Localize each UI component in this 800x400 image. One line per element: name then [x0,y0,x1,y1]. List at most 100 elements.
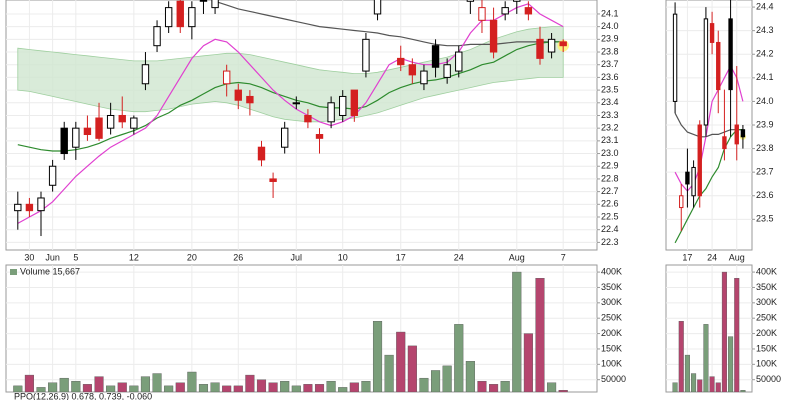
legend-swatch [10,269,17,275]
volume-bar [372,321,383,392]
candle-body [72,127,80,148]
volume-bar [728,336,734,392]
candle-body [48,165,57,186]
candle-body [559,41,567,47]
candle-body [246,95,254,104]
candle-body [327,102,335,123]
volume-bar [164,385,174,392]
volume-bar [512,271,522,392]
volume-bar [94,376,104,392]
panel-title: Volume 15,667 [20,266,80,276]
candle-body [234,89,242,101]
y-tick-label: 150K [601,343,622,353]
moving-average-line [17,41,564,152]
moving-average-line [674,129,743,244]
volume-bar [558,390,568,392]
candle-body [420,70,428,85]
candle-body [524,7,533,15]
candle-body [257,146,266,161]
candle-body [83,127,92,136]
volume-bar [547,382,557,392]
candle-body [501,7,509,15]
volume-bar [672,382,678,392]
y-tick-label: 250K [756,313,777,323]
volume-bar [465,361,475,392]
volume-bar [734,278,740,392]
volume-bar [396,331,406,392]
y-tick-label: 22.3 [601,237,619,247]
y-tick-label: 350K [601,282,622,292]
volume-bar [740,390,746,392]
candle-body [547,38,556,53]
volume-bar [106,385,116,392]
plot-area [6,265,597,392]
y-tick-label: 200K [756,328,777,338]
y-tick-label: 23.3 [601,110,619,120]
volume-bar [222,385,232,392]
candle-body [339,95,347,116]
candle-body [60,127,68,155]
volume-bar [684,354,690,392]
candle-body [281,127,289,148]
candle-body [304,114,312,123]
candle-body [443,64,451,78]
candle-body [709,23,715,43]
x-tick-label: 5 [73,252,78,262]
candle-body [269,178,277,182]
plot-area [666,0,752,250]
y-tick-label: 23.9 [756,119,774,129]
y-tick-label: 22.4 [601,224,619,234]
y-tick-label: 24.3 [756,25,774,35]
x-tick-label: 17 [682,252,692,262]
y-tick-label: 23.1 [601,135,619,145]
y-tick-label: 24.2 [756,49,774,59]
candle-body [106,114,115,129]
y-tick-label: 200K [601,328,622,338]
candle-body [734,124,739,145]
volume-bar [384,354,394,392]
candle-body [408,64,417,76]
candle-body [728,18,733,91]
volume-bar [535,278,545,392]
volume-bar [187,371,197,392]
volume-bar [715,382,721,392]
x-tick-label: 17 [396,252,406,262]
x-tick-label: 10 [338,252,348,262]
volume-bar [291,385,301,392]
volume-bar [691,373,697,392]
x-tick-label: Aug [729,252,745,262]
volume-bar [117,382,127,392]
y-tick-label: 24.1 [601,8,619,18]
volume-bar [361,381,371,392]
candle-body [164,7,173,28]
candle-body [292,102,300,105]
volume-bar [303,384,313,392]
candle-body [130,117,138,129]
y-tick-label: 23.6 [601,72,619,82]
volume-bar [454,324,464,392]
y-tick-label: 23.8 [601,46,619,56]
volume-bar [233,385,243,392]
candle-body [703,18,709,126]
candle-body [373,0,382,15]
volume-bar [477,381,487,392]
candle-body [141,64,150,85]
y-tick-label: 23.4 [601,97,619,107]
volume-bar [82,384,92,392]
volume-bar [489,384,499,392]
volume-bar [442,365,452,392]
volume-bar [280,381,290,392]
volume-bar [129,385,139,392]
y-tick-label: 50000 [756,374,781,384]
volume-bar [152,373,162,392]
volume-bar [245,374,255,392]
candle-body [431,45,440,68]
y-tick-label: 250K [601,313,622,323]
y-tick-label: 24.0 [601,21,619,31]
x-tick-label: 12 [129,252,139,262]
y-tick-label: 22.8 [601,173,619,183]
y-tick-label: 24.1 [756,72,774,82]
x-tick-label: 30 [24,252,34,262]
y-tick-label: 100K [756,359,777,369]
